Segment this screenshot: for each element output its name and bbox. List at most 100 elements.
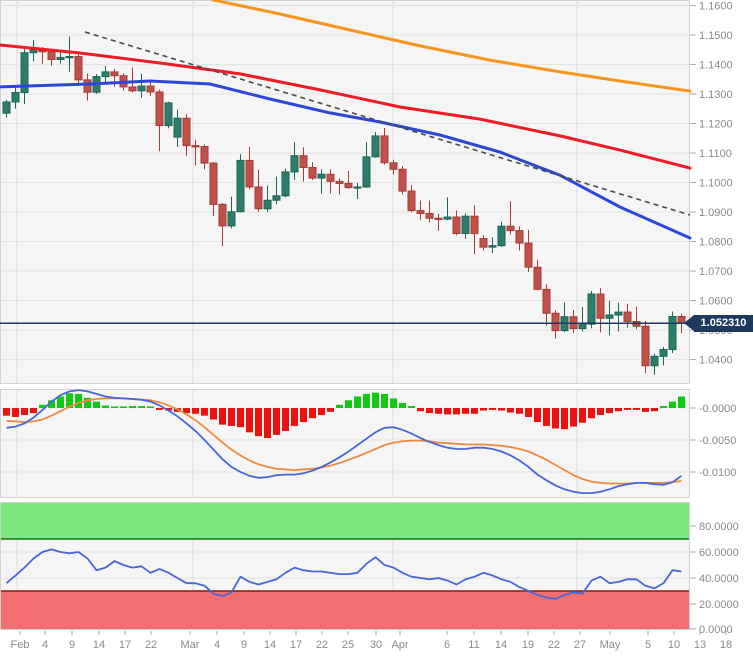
svg-text:-0.0050: -0.0050 xyxy=(699,435,736,447)
rsi-panel[interactable] xyxy=(0,502,690,630)
macd-histogram-bar xyxy=(39,404,46,409)
svg-text:17: 17 xyxy=(290,639,302,651)
macd-histogram-bar xyxy=(156,408,163,410)
macd-histogram-bar xyxy=(426,408,433,414)
macd-histogram-bar xyxy=(30,408,37,414)
price-tag-value: 1.052310 xyxy=(700,317,747,329)
candle-body xyxy=(533,266,542,290)
macd-histogram-bar xyxy=(372,392,379,409)
candle-body xyxy=(506,225,515,232)
candle-body xyxy=(668,315,677,351)
candle-body xyxy=(623,311,632,323)
candle-body xyxy=(236,159,245,213)
svg-text:4: 4 xyxy=(214,639,220,651)
macd-histogram-bar xyxy=(21,408,28,416)
macd-histogram-bar xyxy=(255,408,262,437)
macd-histogram-bar xyxy=(354,396,361,409)
svg-text:11: 11 xyxy=(468,639,479,651)
candle-body xyxy=(137,85,146,92)
macd-histogram-bar xyxy=(183,408,190,414)
candle-body xyxy=(353,186,362,189)
macd-axis-labels: -0.0000 -0.0050 -0.0100 xyxy=(690,403,736,479)
macd-histogram-bar xyxy=(12,408,19,417)
svg-text:40.0000: 40.0000 xyxy=(699,573,739,585)
svg-text:80.0000: 80.0000 xyxy=(699,521,739,533)
ma-orange-line xyxy=(211,0,692,93)
macd-histogram-bar xyxy=(273,408,280,435)
candle-body xyxy=(614,311,623,316)
candle-body xyxy=(65,56,74,59)
candle-body xyxy=(515,230,524,244)
candle-body xyxy=(164,102,173,127)
svg-text:20.0000: 20.0000 xyxy=(699,599,739,611)
candle-body xyxy=(551,312,560,332)
candle-body xyxy=(101,71,110,78)
candle-body xyxy=(434,217,443,220)
macd-histogram-bar xyxy=(111,406,118,409)
candle-body xyxy=(497,225,506,247)
macd-histogram-bar xyxy=(651,408,658,412)
macd-histogram-bar xyxy=(201,408,208,416)
macd-histogram-bar xyxy=(246,408,253,433)
candle-body xyxy=(218,203,227,227)
price-tag-arrow xyxy=(684,315,694,331)
macd-histogram-bar xyxy=(282,408,289,432)
candle-body xyxy=(326,173,335,182)
candle-body xyxy=(272,195,281,201)
macd-histogram-bar xyxy=(624,408,631,410)
macd-histogram-bar xyxy=(381,393,388,409)
macd-histogram-bar xyxy=(444,408,451,415)
svg-text:1.0900: 1.0900 xyxy=(699,207,733,219)
macd-histogram-bar xyxy=(408,406,415,409)
macd-histogram-bar xyxy=(237,408,244,428)
svg-text:Apr: Apr xyxy=(391,639,408,651)
svg-text:1.1400: 1.1400 xyxy=(699,60,733,72)
candle-body xyxy=(398,168,407,192)
trendline-dashed xyxy=(84,31,691,216)
svg-text:22: 22 xyxy=(316,639,328,651)
candle-body xyxy=(227,211,236,227)
svg-text:25: 25 xyxy=(342,639,354,651)
svg-text:0.0000: 0.0000 xyxy=(699,624,733,636)
candle-body xyxy=(83,79,92,93)
candle-body xyxy=(578,323,587,330)
svg-text:Mar: Mar xyxy=(181,639,200,651)
candle-body xyxy=(245,159,254,188)
rsi-oversold-band xyxy=(1,590,689,629)
macd-histogram-bar xyxy=(138,406,145,409)
candle-body xyxy=(479,238,488,248)
candle-body xyxy=(425,213,434,219)
candle-body xyxy=(443,216,452,220)
candle-body xyxy=(542,288,551,314)
rsi-axis-labels: 80.0000 60.0000 40.0000 20.0000 0.0000 xyxy=(690,521,739,636)
candle-body xyxy=(56,56,65,60)
macd-histogram-bar xyxy=(552,408,559,429)
macd-histogram-bar xyxy=(570,408,577,427)
svg-text:10: 10 xyxy=(668,639,680,651)
svg-text:30: 30 xyxy=(370,639,382,651)
macd-panel[interactable] xyxy=(0,389,690,498)
macd-histogram-bar xyxy=(660,406,667,409)
macd-histogram-bar xyxy=(165,408,172,411)
macd-histogram-bar xyxy=(435,408,442,414)
svg-text:14: 14 xyxy=(495,639,507,651)
x-axis-labels: Feb 4 9 14 17 22 Mar 4 9 14 17 22 25 30 Apr 6 11 14 19 22 27… xyxy=(11,631,732,651)
candle-body xyxy=(20,52,29,94)
candle-body xyxy=(371,135,380,158)
price-panel[interactable] xyxy=(0,0,690,384)
macd-histogram-bar xyxy=(453,408,460,415)
macd-histogram-bar xyxy=(228,408,235,426)
svg-text:19: 19 xyxy=(522,639,534,651)
macd-histogram-bar xyxy=(129,406,136,409)
macd-histogram-bar xyxy=(534,408,541,423)
candle-body xyxy=(110,71,119,77)
macd-histogram-bar xyxy=(93,401,100,409)
svg-text:4: 4 xyxy=(42,639,48,651)
macd-histogram-bar xyxy=(48,400,55,409)
candle-body xyxy=(155,91,164,127)
macd-histogram-bar xyxy=(327,408,334,412)
svg-text:Feb: Feb xyxy=(11,639,30,651)
svg-text:1.1300: 1.1300 xyxy=(699,89,733,101)
svg-text:-0.0100: -0.0100 xyxy=(699,467,736,479)
